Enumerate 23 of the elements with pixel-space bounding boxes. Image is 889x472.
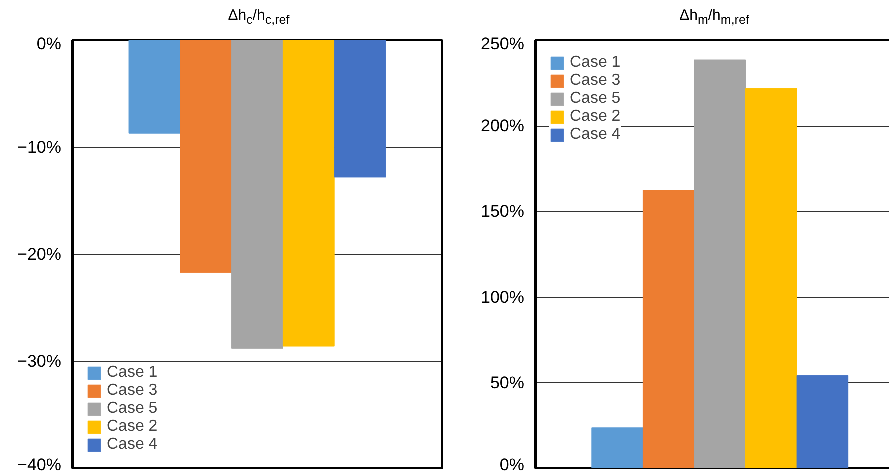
- legend-label: Case 1: [570, 54, 621, 72]
- legend-label: Case 3: [107, 382, 158, 400]
- legend-label: Case 2: [107, 418, 158, 436]
- legend-label: Case 5: [570, 90, 621, 108]
- legend-label: Case 2: [570, 108, 621, 126]
- legend-label: Case 4: [570, 126, 621, 144]
- chart-title: Δh$_{m}$/h$_{m,ref}$: [678, 6, 750, 29]
- y-tick-label: −30%: [18, 352, 62, 371]
- y-tick-label: 0%: [500, 456, 525, 472]
- y-tick-label: −10%: [18, 138, 62, 157]
- legend-label: Case 5: [107, 400, 158, 418]
- chart-title: Δh$_{c}$/h$_{c,ref}$: [227, 6, 291, 29]
- y-tick-label: 150%: [481, 202, 525, 222]
- legend-label: Case 1: [107, 364, 158, 382]
- y-tick-label: 250%: [481, 34, 525, 54]
- y-tick-label: −40%: [18, 456, 62, 472]
- legend-label: Case 3: [570, 72, 621, 90]
- y-tick-label: 100%: [481, 288, 525, 307]
- y-tick-label: 0%: [36, 34, 62, 54]
- y-tick-label: 50%: [490, 373, 525, 392]
- legend-label: Case 4: [107, 436, 158, 454]
- y-tick-label: −20%: [18, 245, 62, 264]
- y-tick-label: 200%: [481, 116, 525, 136]
